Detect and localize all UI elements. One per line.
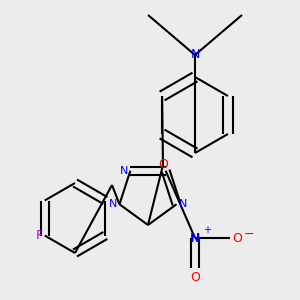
Text: N: N (120, 166, 128, 176)
Text: O: O (190, 271, 200, 284)
Text: N: N (190, 49, 200, 62)
Text: +: + (203, 225, 211, 235)
Text: F: F (36, 229, 43, 242)
Text: N: N (109, 199, 118, 209)
Text: N: N (178, 199, 187, 209)
Text: O: O (232, 232, 242, 244)
Text: −: − (244, 227, 254, 241)
Text: O: O (158, 158, 168, 172)
Text: N: N (190, 232, 200, 244)
